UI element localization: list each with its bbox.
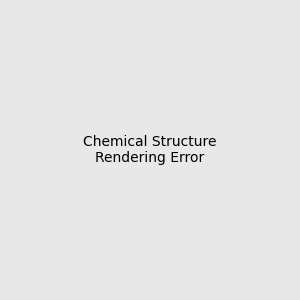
Text: Chemical Structure
Rendering Error: Chemical Structure Rendering Error: [83, 135, 217, 165]
